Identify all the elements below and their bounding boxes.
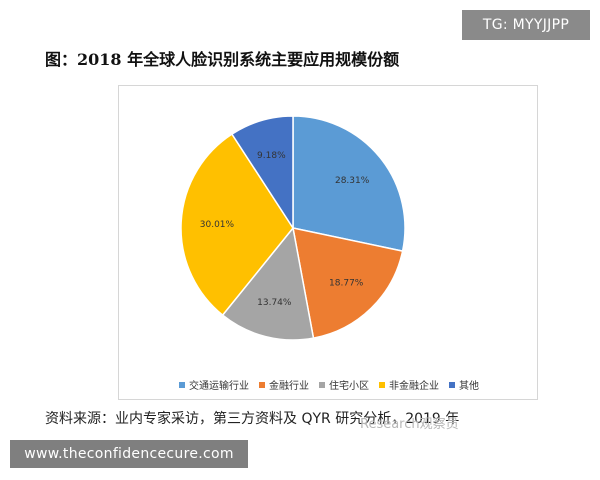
slice-value-label: 30.01% — [200, 220, 235, 230]
slice-value-label: 13.74% — [257, 298, 292, 308]
slice-value-label: 9.18% — [257, 151, 286, 161]
legend-swatch — [379, 381, 385, 388]
slice-value-label: 18.77% — [329, 279, 364, 289]
legend-item: 住宅小区 — [319, 377, 369, 392]
legend-item: 非金融企业 — [379, 377, 439, 392]
legend-label: 其他 — [459, 381, 479, 392]
chart-frame: 28.31% 18.77% 13.74% 30.01% 9.18% 交通运输行业 金融行业… — [118, 85, 538, 400]
watermark-text: Research观察员 — [360, 417, 459, 432]
pie-slice — [230, 115, 294, 231]
pie-slice — [292, 115, 406, 252]
legend-label: 非金融企业 — [389, 381, 439, 392]
chart-title: 图：2018 年全球人脸识别系统主要应用规模份额 — [45, 50, 400, 69]
legend-label: 住宅小区 — [329, 381, 369, 392]
legend-item: 交通运输行业 — [179, 377, 249, 392]
slice-value-label: 28.31% — [335, 176, 370, 186]
legend-swatch — [449, 381, 455, 388]
pie-slice — [180, 133, 294, 317]
chart-legend: 交通运输行业 金融行业 住宅小区 非金融企业 其他 — [119, 377, 539, 392]
pie-slice — [292, 227, 404, 339]
pie-chart: 28.31% 18.77% 13.74% 30.01% 9.18% — [180, 115, 406, 341]
tag-badge: TG: MYYJJPP — [462, 10, 590, 40]
legend-label: 金融行业 — [269, 381, 309, 392]
legend-item: 其他 — [449, 377, 479, 392]
legend-swatch — [259, 381, 265, 388]
legend-label: 交通运输行业 — [189, 381, 249, 392]
legend-swatch — [179, 381, 185, 388]
legend-item: 金融行业 — [259, 377, 309, 392]
footer-url-banner: www.theconfidencecure.com — [10, 440, 248, 468]
legend-swatch — [319, 381, 325, 388]
source-note: 资料来源：业内专家采访，第三方资料及 QYR 研究分析，2019 年 — [45, 411, 460, 427]
pie-slice — [221, 226, 315, 341]
